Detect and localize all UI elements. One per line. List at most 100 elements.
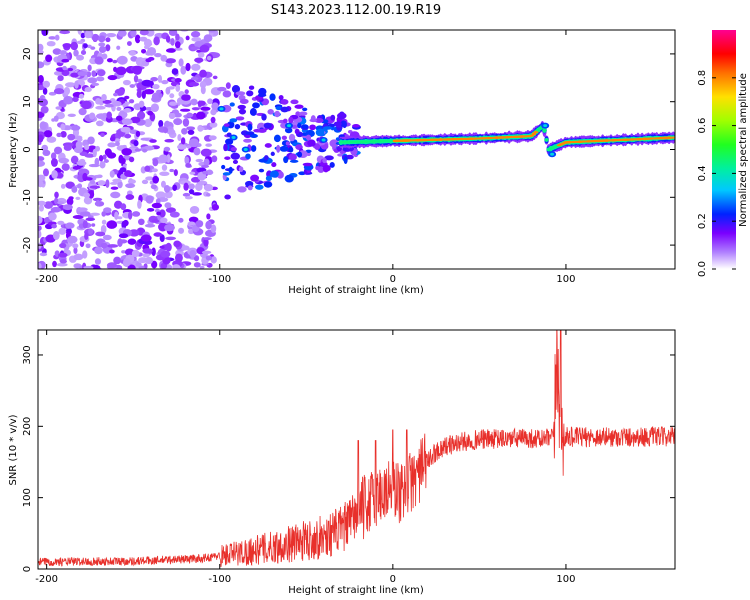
spectral-blob (223, 143, 228, 152)
spectral-blob (145, 50, 152, 56)
spectral-blob (193, 255, 200, 262)
spectral-blob (55, 106, 62, 110)
spectral-blob (228, 166, 233, 174)
spectral-blob (151, 219, 160, 223)
spectral-blob (283, 156, 289, 164)
spectral-blob (86, 71, 92, 78)
spectral-blob (38, 160, 46, 167)
spectral-blob (201, 164, 210, 168)
spectral-blob (101, 219, 107, 225)
spectral-blob (174, 78, 182, 83)
spectral-blob (165, 35, 171, 43)
spectral-blob (60, 183, 66, 189)
spectral-blob (102, 99, 112, 105)
spectral-blob (314, 117, 324, 124)
spectral-blob (72, 165, 81, 170)
spectral-blob (203, 158, 210, 166)
spectral-blob (56, 262, 68, 267)
spectral-blob (190, 31, 201, 38)
spectral-blob (182, 192, 191, 197)
spectral-blob (128, 211, 133, 220)
spectral-blob (285, 141, 290, 146)
x-tick-label: 100 (556, 274, 575, 285)
y-tick-label: 100 (22, 488, 33, 507)
spectral-blob (63, 86, 71, 96)
spectral-blob (329, 139, 339, 148)
spectral-blob (144, 223, 156, 228)
spectral-blob (62, 43, 72, 48)
spectral-blob (208, 135, 217, 141)
spectral-blob (42, 80, 51, 88)
spectrogram-xlabel: Height of straight line (km) (288, 285, 424, 296)
spectral-blob (249, 108, 257, 116)
spectral-blob (58, 157, 70, 164)
spectral-blob (205, 220, 212, 230)
spectral-blob (72, 215, 84, 220)
spectral-blob (163, 184, 171, 193)
spectral-blob (169, 168, 175, 173)
y-tick-label: 20 (22, 48, 33, 61)
spectral-blob (122, 258, 131, 267)
spectral-blob (342, 120, 347, 129)
spectral-blob (145, 176, 154, 181)
spectral-blob (76, 54, 85, 61)
figure-title: S143.2023.112.00.19.R19 (271, 3, 441, 18)
spectral-blob (173, 169, 178, 177)
spectral-blob (309, 124, 316, 131)
spectral-blob (127, 179, 136, 184)
spectral-blob (212, 75, 218, 80)
spectral-blob (199, 265, 205, 269)
spectral-blob (322, 157, 327, 164)
spectral-blob (280, 99, 289, 105)
spectral-blob (58, 227, 67, 235)
spectral-blob (190, 76, 199, 81)
spectral-blob (122, 219, 129, 227)
spectral-blob (299, 111, 308, 116)
spectral-blob (211, 155, 218, 163)
spectral-blob (281, 135, 288, 141)
spectral-blob (72, 243, 79, 249)
spectral-blob (234, 123, 241, 130)
spectral-blob (62, 204, 73, 211)
spectral-blob (72, 128, 80, 137)
spectral-blob (107, 142, 117, 148)
spectral-blob (38, 43, 44, 52)
spectral-blob (125, 194, 135, 201)
spectral-blob (117, 55, 128, 65)
spectral-blob (121, 118, 133, 125)
spectral-blob (175, 33, 180, 41)
spectral-blob (99, 161, 106, 169)
spectral-blob (160, 250, 171, 258)
spectral-blob (159, 245, 165, 249)
spectral-blob (190, 98, 198, 106)
spectral-blob (38, 204, 44, 212)
spectral-blob (58, 252, 68, 258)
spectral-blob (161, 80, 169, 85)
spectral-blob (113, 200, 123, 209)
spectral-blob (284, 174, 294, 183)
spectral-blob (180, 137, 186, 145)
spectral-blob (315, 165, 320, 171)
spectral-blob (160, 180, 166, 188)
spectral-blob (98, 155, 104, 162)
spectral-blob (42, 168, 49, 177)
spectral-blob (238, 166, 244, 173)
spectral-blob (191, 107, 200, 111)
y-tick-label: 10 (22, 95, 33, 108)
spectral-blob (118, 233, 129, 239)
spectral-blob (89, 180, 96, 185)
spectral-blob (258, 168, 265, 173)
spectral-blob (249, 133, 258, 139)
spectral-blob (132, 211, 141, 217)
spectral-blob (68, 196, 74, 200)
spectral-blob (126, 41, 132, 46)
spectral-blob (230, 147, 237, 152)
spectral-blob (67, 235, 78, 244)
spectral-blob (297, 151, 303, 158)
spectrogram-marks (38, 30, 675, 269)
spectral-blob (107, 244, 119, 248)
spectral-blob (224, 194, 231, 200)
spectral-blob (40, 105, 49, 114)
snr-xlabel: Height of straight line (km) (288, 585, 424, 596)
